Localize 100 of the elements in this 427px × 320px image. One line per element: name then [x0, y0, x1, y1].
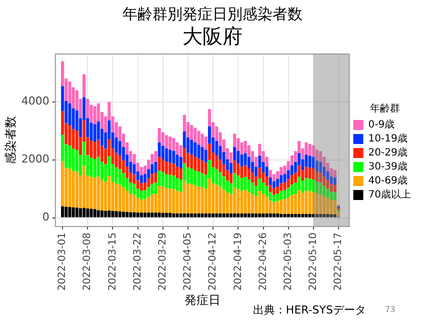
bar [304, 214, 308, 218]
bar [312, 192, 315, 214]
x-tick-label: 2022-05-03 [282, 232, 294, 291]
bar [290, 165, 294, 176]
bar [164, 188, 168, 213]
bar [290, 184, 294, 196]
bar [244, 190, 247, 214]
bar [312, 145, 315, 157]
bar [298, 176, 301, 190]
bar [158, 212, 161, 218]
bar [236, 150, 240, 164]
bar [90, 176, 93, 209]
x-tick-label: 2022-03-01 [57, 232, 68, 291]
bar [315, 182, 319, 194]
bar [337, 210, 340, 212]
source-note: 出典：HER-SYSデータ [252, 303, 366, 316]
bar [308, 214, 312, 218]
bar [168, 174, 172, 189]
bar [176, 154, 179, 167]
bar [150, 164, 154, 174]
bar [333, 192, 336, 200]
bar [200, 187, 204, 214]
bar [132, 212, 136, 218]
bar [129, 212, 132, 218]
bar [308, 144, 312, 156]
bar [218, 172, 222, 187]
bar [150, 194, 154, 213]
bar [68, 168, 72, 208]
bar [286, 197, 290, 214]
x-axis-title: 発症日 [184, 292, 220, 307]
bar [200, 173, 204, 188]
bar [75, 172, 78, 208]
bar [158, 186, 161, 213]
legend-label: 30-39歳 [368, 160, 408, 173]
bar [140, 183, 143, 191]
bar [154, 172, 158, 183]
bar [96, 210, 100, 218]
bar [240, 142, 244, 155]
bar [212, 213, 215, 218]
bar [262, 194, 265, 214]
bar [172, 189, 176, 214]
bar [190, 184, 194, 214]
bar [280, 175, 283, 184]
bar [283, 190, 286, 200]
bar [208, 213, 212, 218]
bar [150, 212, 154, 218]
bar [276, 201, 280, 214]
bar [143, 199, 147, 213]
bar [132, 184, 136, 195]
bar [304, 142, 308, 155]
x-tick-label: 2022-04-19 [232, 232, 244, 291]
bar [122, 187, 126, 212]
bar [215, 140, 218, 156]
bar [304, 190, 308, 214]
bar [283, 199, 286, 214]
text: 73 [385, 305, 396, 314]
bar [280, 183, 283, 191]
bar [268, 200, 272, 214]
bar [126, 190, 129, 212]
bar [68, 146, 72, 169]
bar [333, 200, 336, 214]
bar [222, 176, 226, 190]
bar [164, 148, 168, 162]
bar [244, 153, 247, 166]
bar [333, 170, 336, 178]
x-tick-label: 2022-04-26 [258, 232, 269, 291]
bar [326, 180, 330, 189]
legend-label: 70歳以上 [368, 188, 412, 201]
bar [315, 150, 319, 161]
bar [312, 180, 315, 192]
bar [204, 150, 208, 163]
bar [96, 156, 100, 176]
bar [164, 162, 168, 174]
bar [312, 168, 315, 180]
bar [229, 173, 233, 184]
bar [161, 146, 164, 160]
bar [247, 156, 250, 169]
bar [200, 160, 204, 174]
bar [294, 194, 298, 214]
bar [304, 154, 308, 167]
bar [319, 172, 322, 183]
bar [280, 214, 283, 218]
bar [114, 152, 118, 168]
bar [268, 170, 272, 178]
bar [93, 158, 96, 178]
bar [140, 200, 143, 213]
bar [294, 214, 298, 218]
bar [330, 200, 333, 214]
bar [276, 213, 280, 218]
bar [265, 213, 268, 218]
bar [236, 213, 240, 218]
bar [197, 130, 200, 145]
bar [262, 213, 265, 218]
bar [190, 154, 194, 169]
bar [186, 167, 190, 184]
bar [258, 191, 262, 214]
bar [326, 214, 330, 218]
bar [182, 180, 186, 214]
bar [197, 213, 200, 218]
x-tick-label: 2022-05-10 [308, 232, 320, 291]
